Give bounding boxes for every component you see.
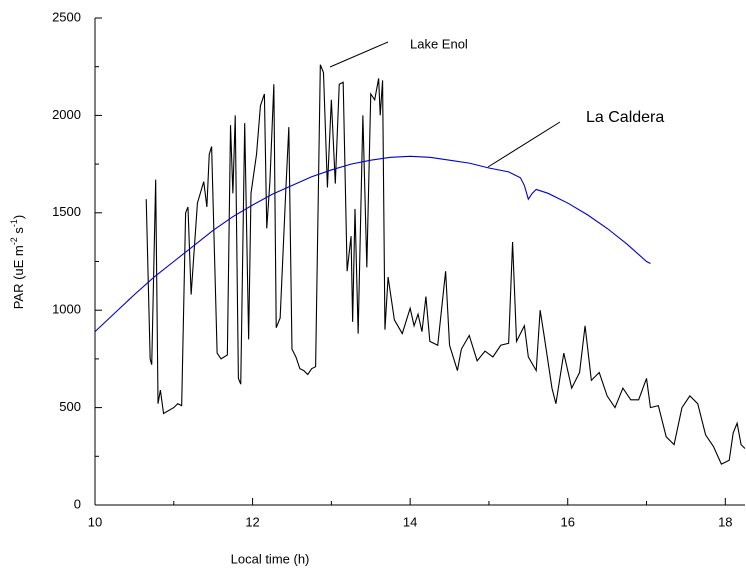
leader-line [329, 41, 389, 68]
annotation: Lake Enol [410, 36, 468, 51]
x-tick-label: 16 [560, 514, 574, 529]
y-axis-label-part: ) [11, 215, 26, 219]
y-tick-label: 1000 [52, 302, 81, 317]
y-tick-label: 1500 [52, 204, 81, 219]
x-tick-label: 12 [245, 514, 259, 529]
y-tick-label: 2000 [52, 107, 81, 122]
y-tick-label: 2500 [52, 9, 81, 24]
x-tick-label: 14 [403, 514, 417, 529]
y-axis-label-part: -2 [9, 237, 19, 245]
y-tick-label: 500 [59, 399, 81, 414]
y-tick-label: 0 [74, 496, 81, 511]
x-tick-label: 18 [718, 514, 732, 529]
y-axis-label-part: PAR (uE m [11, 245, 26, 309]
line-series [145, 64, 746, 465]
y-axis-label-part: s [11, 227, 26, 238]
annotation: La Caldera [586, 109, 664, 126]
line-series [94, 155, 651, 333]
y-axis-label: PAR (uE m-2 s-1) [9, 215, 26, 310]
y-axis-label-part: -1 [9, 219, 19, 227]
leader-line [487, 121, 561, 168]
x-axis-label: Local time (h) [231, 551, 310, 566]
x-tick-label: 10 [88, 514, 102, 529]
